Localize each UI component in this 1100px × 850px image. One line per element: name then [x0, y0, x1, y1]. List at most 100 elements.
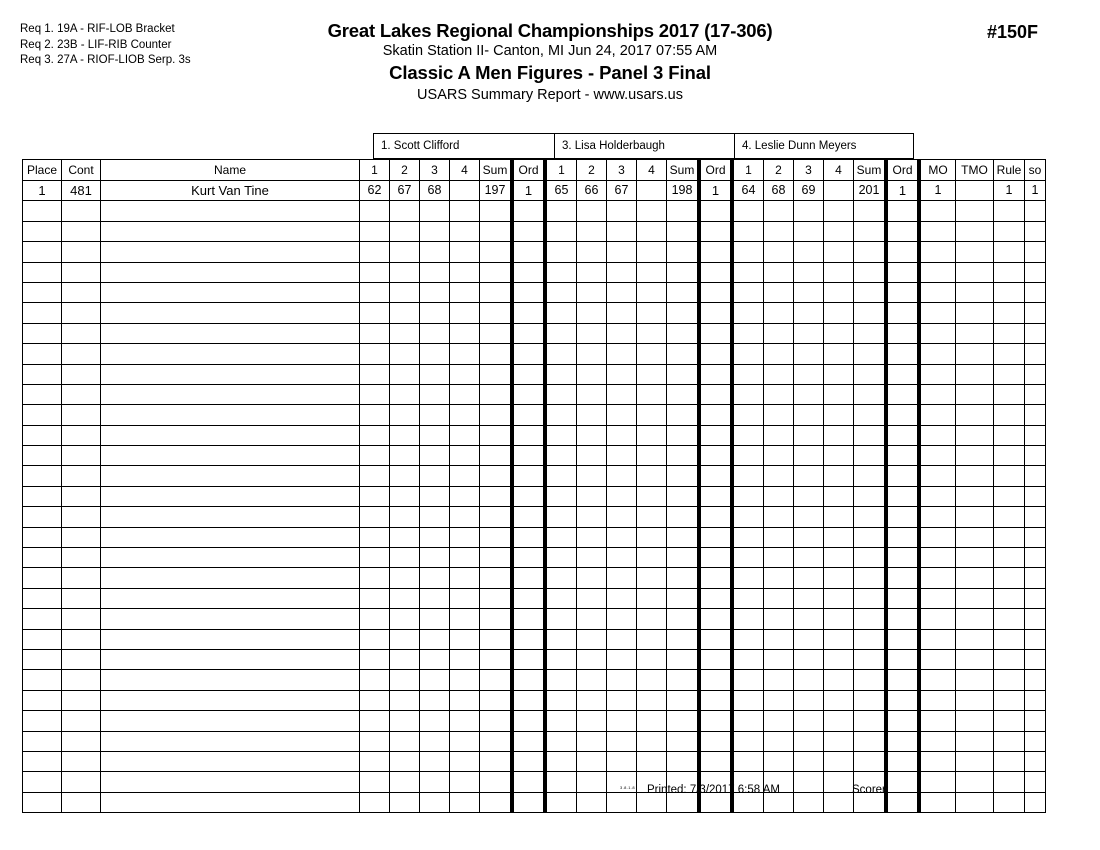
cell-judge1-fig4 [449, 485, 480, 508]
cell-judge2-ord [697, 343, 734, 365]
col-judge1-sum: Sum [479, 159, 513, 181]
cell-cont [61, 526, 101, 549]
cell-judge1-fig3 [419, 322, 450, 345]
cell-cont [61, 261, 101, 283]
cell-judge2-fig2 [576, 383, 607, 406]
cell-rule [993, 730, 1025, 752]
cell-judge1-ord: 1 [510, 179, 547, 202]
cell-tmo [955, 750, 994, 773]
cell-place [22, 628, 62, 651]
col-name: Name [100, 159, 360, 181]
cell-judge3-fig4 [823, 710, 854, 732]
cell-judge1-ord [510, 465, 547, 487]
cell-judge2-fig3 [606, 485, 637, 508]
cell-judge3-sum [853, 404, 887, 426]
cell-judge2-ord [697, 730, 734, 752]
cell-judge1-fig1 [359, 750, 390, 773]
table-row-empty [22, 261, 1046, 283]
cell-mo [918, 730, 956, 752]
cell-judge3-fig1 [731, 587, 764, 610]
requirement-line: Req 2. 23B - LIF-RIB Counter [20, 38, 172, 51]
cell-judge3-ord [884, 200, 921, 222]
cell-judge3-fig1 [731, 261, 764, 283]
cell-judge3-ord [884, 241, 921, 263]
cell-cont [61, 281, 101, 304]
cell-judge2-fig1 [544, 445, 577, 467]
cell-judge2-fig3 [606, 608, 637, 630]
cell-rule [993, 302, 1025, 324]
cell-judge1-ord [510, 730, 547, 752]
cell-place [22, 567, 62, 589]
cell-so [1024, 281, 1046, 304]
cell-rule [993, 383, 1025, 406]
cell-judge2-sum [666, 750, 700, 773]
cell-judge3-fig3 [793, 383, 824, 406]
cell-judge2-fig2 [576, 241, 607, 263]
cell-judge3-fig3 [793, 220, 824, 243]
cell-judge1-fig1 [359, 281, 390, 304]
cell-cont [61, 710, 101, 732]
cell-judge2-sum [666, 710, 700, 732]
cell-judge1-fig4 [449, 281, 480, 304]
col-judge3-fig2: 2 [763, 159, 794, 181]
cell-judge3-fig3 [793, 261, 824, 283]
cell-judge2-fig2 [576, 465, 607, 487]
cell-judge3-sum [853, 730, 887, 752]
cell-judge2-fig3 [606, 730, 637, 752]
cell-judge2-fig2 [576, 343, 607, 365]
cell-judge1-sum [479, 220, 513, 243]
col-judge2-sum: Sum [666, 159, 700, 181]
cell-judge2-fig2 [576, 730, 607, 752]
cell-judge3-ord [884, 648, 921, 671]
cell-judge1-fig3 [419, 220, 450, 243]
cell-judge1-ord [510, 526, 547, 549]
cell-judge3-fig4 [823, 424, 854, 447]
cell-judge3-fig3 [793, 241, 824, 263]
cell-rule [993, 506, 1025, 528]
cell-mo [918, 322, 956, 345]
cell-judge3-fig1 [731, 485, 764, 508]
cell-judge1-fig3 [419, 526, 450, 549]
cell-judge3-sum [853, 669, 887, 691]
cell-place [22, 750, 62, 773]
cell-judge2-fig2 [576, 628, 607, 651]
cell-judge3-ord [884, 547, 921, 569]
cell-judge1-fig1 [359, 587, 390, 610]
cell-judge2-ord [697, 669, 734, 691]
cell-judge2-sum [666, 689, 700, 712]
cell-judge1-fig1 [359, 363, 390, 385]
cell-judge3-fig4 [823, 506, 854, 528]
col-rule: Rule [993, 159, 1025, 181]
cell-name [100, 506, 360, 528]
cell-judge1-fig3 [419, 750, 450, 773]
cell-judge3-ord [884, 220, 921, 243]
cell-rule [993, 567, 1025, 589]
cell-judge2-fig1 [544, 547, 577, 569]
cell-judge1-fig4 [449, 526, 480, 549]
cell-judge1-sum [479, 261, 513, 283]
cell-judge1-fig3 [419, 445, 450, 467]
cell-judge3-fig2 [763, 200, 794, 222]
cell-judge2-fig2 [576, 608, 607, 630]
cell-judge3-fig4 [823, 547, 854, 569]
cell-judge2-fig1 [544, 608, 577, 630]
col-judge1-ord: Ord [510, 159, 547, 181]
cell-judge1-fig2 [389, 200, 420, 222]
cell-judge2-fig1 [544, 710, 577, 732]
cell-judge3-fig1 [731, 445, 764, 467]
cell-so [1024, 669, 1046, 691]
cell-judge3-fig1 [731, 200, 764, 222]
cell-mo [918, 506, 956, 528]
cell-judge1-fig4 [449, 730, 480, 752]
cell-judge3-sum [853, 485, 887, 508]
cell-judge1-fig2 [389, 220, 420, 243]
cell-mo [918, 750, 956, 773]
col-judge1-fig4: 4 [449, 159, 480, 181]
table-row-empty [22, 710, 1046, 732]
cell-judge2-fig2 [576, 526, 607, 549]
cell-judge2-fig3 [606, 322, 637, 345]
col-judge1-fig3: 3 [419, 159, 450, 181]
cell-judge2-fig1: 65 [544, 179, 577, 202]
cell-judge1-fig3 [419, 669, 450, 691]
cell-judge3-fig2 [763, 343, 794, 365]
